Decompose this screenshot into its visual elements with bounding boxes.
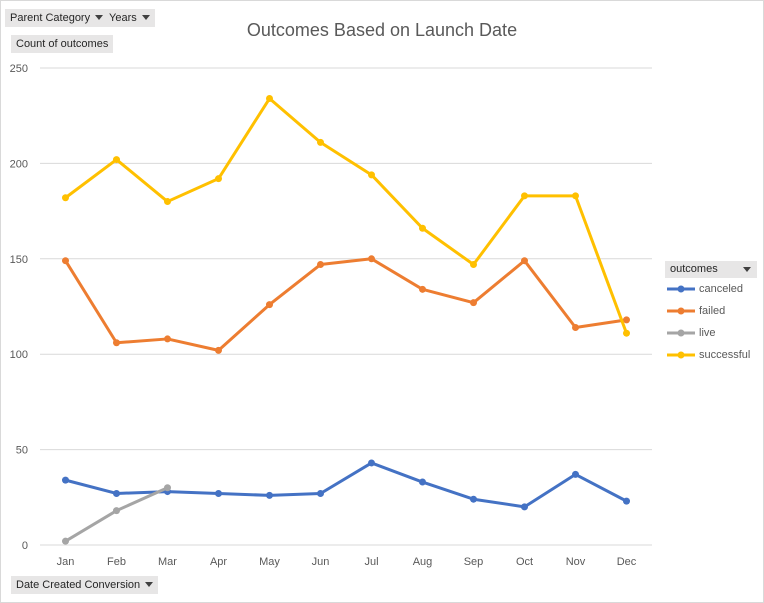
x-tick-label: Aug — [413, 556, 433, 568]
data-point-canceled — [317, 489, 324, 497]
data-point-canceled — [266, 491, 273, 499]
data-point-canceled — [62, 476, 69, 484]
data-point-successful — [368, 171, 375, 179]
legend-item-successful: successful — [665, 344, 757, 366]
data-point-failed — [470, 299, 477, 307]
data-point-successful — [62, 194, 69, 202]
y-tick-label: 200 — [10, 158, 28, 170]
data-point-failed — [419, 285, 426, 293]
outcomes-filter-button[interactable]: outcomes — [665, 261, 757, 278]
series-line-failed — [64, 257, 628, 352]
data-point-canceled — [113, 489, 120, 497]
data-point-successful — [623, 329, 630, 337]
x-tick-label: Jun — [312, 556, 330, 568]
series-line-successful — [64, 97, 628, 335]
years-label: Years — [109, 12, 137, 24]
legend-marker-failed — [667, 307, 695, 315]
years-filter-button[interactable]: Years — [104, 9, 155, 27]
legend-item-live: live — [665, 322, 757, 344]
legend-label-live: live — [699, 327, 716, 339]
data-point-failed — [215, 346, 222, 354]
data-point-successful — [419, 224, 426, 232]
data-point-successful — [317, 138, 324, 146]
data-point-successful — [113, 156, 120, 164]
data-point-canceled — [368, 459, 375, 467]
data-point-successful — [572, 192, 579, 200]
y-tick-label: 150 — [10, 254, 28, 266]
data-point-canceled — [470, 495, 477, 503]
count-of-outcomes-label: Count of outcomes — [16, 38, 109, 50]
legend-marker-canceled — [667, 285, 695, 293]
x-tick-label: Oct — [516, 556, 533, 568]
parent-category-filter-button[interactable]: Parent Category — [5, 9, 109, 27]
data-point-canceled — [623, 497, 630, 505]
count-of-outcomes-field-button[interactable]: Count of outcomes — [11, 35, 114, 53]
x-tick-label: Apr — [210, 556, 227, 568]
data-point-canceled — [215, 489, 222, 497]
data-point-successful — [164, 198, 171, 206]
data-point-failed — [62, 257, 69, 265]
data-point-successful — [521, 192, 528, 200]
data-point-live — [62, 537, 69, 545]
data-point-failed — [266, 301, 273, 309]
parent-category-label: Parent Category — [10, 12, 91, 24]
legend-marker-live — [667, 329, 695, 337]
y-tick-label: 100 — [10, 349, 28, 361]
legend-label-canceled: canceled — [699, 283, 744, 295]
series-line-canceled — [64, 461, 628, 509]
legend-item-failed: failed — [665, 300, 757, 322]
data-point-failed — [113, 339, 120, 347]
data-point-canceled — [521, 503, 528, 511]
legend-label-failed: failed — [699, 305, 726, 317]
x-tick-label: Jan — [57, 556, 75, 568]
data-point-failed — [572, 323, 579, 331]
y-tick-label: 250 — [10, 63, 28, 75]
dropdown-arrow-icon — [743, 267, 751, 272]
date-created-label: Date Created Conversion — [16, 579, 141, 591]
legend-item-canceled: canceled — [665, 278, 757, 300]
data-point-live — [164, 484, 171, 492]
dropdown-arrow-icon — [145, 581, 154, 587]
data-point-failed — [521, 257, 528, 265]
data-point-failed — [623, 316, 630, 324]
x-tick-label: Feb — [107, 556, 126, 568]
data-point-successful — [470, 261, 477, 269]
y-tick-label: 50 — [16, 445, 28, 457]
legend-marker-successful — [667, 351, 695, 359]
data-point-successful — [215, 175, 222, 183]
date-created-filter-button[interactable]: Date Created Conversion — [11, 576, 159, 594]
dropdown-arrow-icon — [95, 14, 104, 20]
legend: outcomes canceled failed live successful — [665, 261, 757, 366]
legend-header-label: outcomes — [670, 263, 718, 275]
data-point-failed — [368, 255, 375, 263]
data-point-live — [113, 507, 120, 515]
legend-label-successful: successful — [699, 349, 751, 361]
dropdown-arrow-icon — [141, 14, 150, 20]
data-point-canceled — [572, 470, 579, 478]
data-point-successful — [266, 95, 273, 103]
chart-title: Outcomes Based on Launch Date — [246, 20, 518, 40]
x-tick-label: Dec — [617, 556, 637, 568]
data-point-failed — [317, 261, 324, 269]
y-tick-label: 0 — [22, 540, 28, 552]
x-tick-label: May — [259, 556, 280, 568]
data-point-failed — [164, 335, 171, 343]
data-point-canceled — [419, 478, 426, 486]
x-tick-label: Jul — [364, 556, 378, 568]
x-tick-label: Sep — [464, 556, 484, 568]
x-tick-label: Mar — [158, 556, 177, 568]
x-tick-label: Nov — [566, 556, 586, 568]
